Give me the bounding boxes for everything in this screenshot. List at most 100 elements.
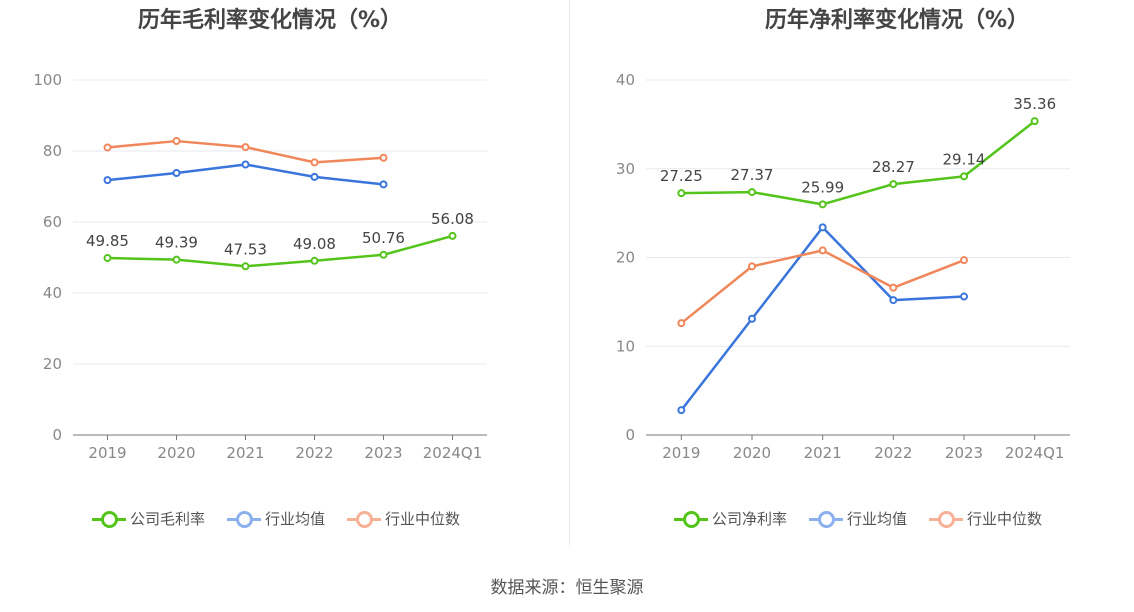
x-tick-label: 2020 — [157, 444, 195, 462]
series-line — [680, 226, 965, 411]
legend-marker-icon — [227, 510, 262, 528]
x-tick-label: 2024Q1 — [423, 444, 483, 462]
legend-item[interactable]: 行业均值 — [809, 508, 907, 529]
data-point — [677, 406, 686, 415]
legend-item[interactable]: 行业中位数 — [347, 508, 460, 529]
legend-label: 行业中位数 — [385, 510, 461, 528]
data-point — [889, 296, 898, 305]
data-point — [677, 319, 686, 328]
legend-label: 行业均值 — [265, 510, 326, 528]
data-point — [818, 200, 827, 209]
data-point — [310, 158, 319, 167]
gross-margin-plot: 0 20 40 60 80 100 2019 2020 2021 2022 2023 2024Q1 49… — [33, 71, 487, 462]
data-point — [103, 143, 112, 152]
data-label: 27.37 — [731, 166, 774, 184]
x-tick-label: 2021 — [804, 444, 842, 462]
data-point — [241, 143, 250, 152]
y-tick-label: 40 — [43, 284, 62, 302]
x-tick-label: 2024Q1 — [1005, 444, 1065, 462]
legend-marker-icon — [92, 510, 126, 528]
data-label: 27.25 — [660, 167, 703, 185]
y-tick-label: 60 — [43, 213, 62, 231]
legend-dot — [356, 510, 374, 528]
data-label: 50.76 — [362, 229, 405, 247]
legend-marker-icon — [809, 510, 844, 528]
data-label: 35.36 — [1013, 95, 1056, 113]
chart-legend: 公司净利率 行业均值 行业中位数 — [674, 508, 1042, 529]
legend-marker-icon — [929, 510, 964, 528]
data-point — [818, 223, 827, 232]
data-point — [103, 176, 112, 185]
data-point — [960, 256, 968, 265]
series-line — [681, 120, 1036, 206]
data-source-note: 数据来源：恒生聚源 — [490, 578, 644, 598]
gross-margin-chart: 历年毛利率变化情况（%） 0 20 40 60 80 100 2019 2020 2021 202… — [0, 0, 567, 560]
x-tick-label: 2019 — [88, 444, 126, 462]
y-tick-label: 80 — [43, 142, 62, 160]
legend-label: 行业均值 — [847, 510, 908, 528]
y-tick-label: 20 — [43, 355, 62, 373]
x-tick-label: 2022 — [874, 444, 912, 462]
data-point — [818, 246, 827, 255]
chart-legend: 公司毛利率 行业均值 行业中位数 — [92, 508, 460, 529]
data-point — [677, 189, 686, 198]
y-tick-label: 20 — [616, 249, 635, 267]
panel-divider — [569, 0, 570, 545]
legend-item[interactable]: 行业均值 — [227, 508, 325, 529]
data-point — [310, 172, 319, 181]
data-point — [379, 153, 388, 162]
x-tick-label: 2019 — [662, 444, 700, 462]
data-point — [172, 137, 181, 146]
legend-label: 行业中位数 — [967, 510, 1043, 528]
y-tick-label: 100 — [33, 71, 62, 89]
legend-item[interactable]: 公司毛利率 — [92, 508, 205, 529]
y-tick-label: 30 — [616, 160, 635, 178]
data-label: 49.39 — [155, 234, 198, 252]
data-point — [241, 160, 250, 169]
data-point — [889, 283, 898, 292]
data-point — [172, 169, 181, 178]
y-tick-label: 40 — [616, 71, 635, 89]
data-point — [748, 314, 756, 323]
y-tick-label: 10 — [616, 337, 635, 355]
data-point — [1030, 117, 1039, 126]
legend-dot — [236, 510, 254, 528]
data-point — [960, 172, 968, 181]
x-tick-label: 2023 — [945, 444, 983, 462]
data-label: 28.27 — [872, 158, 915, 176]
data-point — [960, 292, 968, 301]
data-point — [748, 188, 756, 197]
x-tick-label: 2020 — [733, 444, 771, 462]
series-line — [680, 249, 965, 325]
x-tick-label: 2023 — [364, 444, 402, 462]
series-line — [107, 234, 453, 268]
data-label: 49.08 — [293, 235, 336, 253]
legend-item[interactable]: 行业中位数 — [929, 508, 1042, 529]
legend-dot — [683, 510, 700, 528]
data-point — [241, 262, 250, 271]
legend-dot — [818, 510, 836, 528]
legend-label: 公司净利率 — [712, 510, 788, 528]
data-point — [103, 254, 112, 263]
chart-title: 历年毛利率变化情况（%） — [137, 8, 403, 33]
legend-marker-icon — [347, 510, 382, 528]
net-margin-plot: 0 10 20 30 40 2019 2020 2021 2022 2023 2024Q1 27.25… — [616, 71, 1070, 462]
data-point — [379, 180, 388, 189]
net-margin-chart: 历年净利率变化情况（%） 0 10 20 30 40 2019 2020 2021 2022 20… — [567, 0, 1134, 560]
x-tick-label: 2021 — [226, 444, 264, 462]
data-point — [310, 256, 319, 265]
legend-dot — [101, 510, 118, 528]
data-label: 47.53 — [224, 240, 267, 258]
legend-item[interactable]: 公司净利率 — [674, 508, 787, 529]
data-point — [448, 231, 457, 240]
data-point — [748, 262, 756, 271]
y-tick-label: 0 — [52, 426, 62, 444]
data-point — [172, 255, 181, 264]
data-label: 25.99 — [801, 178, 844, 196]
chart-title: 历年净利率变化情况（%） — [764, 8, 1030, 33]
legend-marker-icon — [674, 510, 708, 528]
x-tick-label: 2022 — [295, 444, 333, 462]
data-label: 49.85 — [86, 232, 129, 250]
data-point — [889, 180, 898, 189]
data-point — [379, 250, 388, 259]
